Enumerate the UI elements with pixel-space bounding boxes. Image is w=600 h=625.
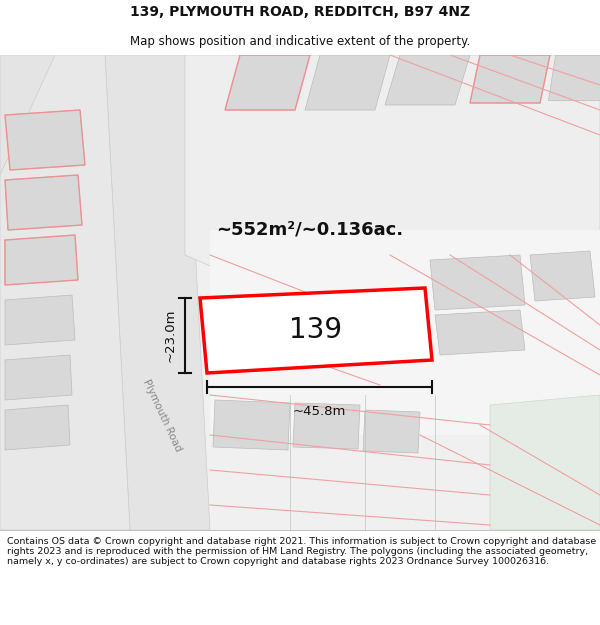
Polygon shape <box>363 410 420 453</box>
Polygon shape <box>185 55 600 305</box>
Polygon shape <box>430 255 525 310</box>
Polygon shape <box>435 310 525 355</box>
Text: Map shows position and indicative extent of the property.: Map shows position and indicative extent… <box>130 35 470 48</box>
Polygon shape <box>0 55 600 530</box>
Text: ~552m²/~0.136ac.: ~552m²/~0.136ac. <box>217 221 404 239</box>
Polygon shape <box>293 403 360 449</box>
Text: ~23.0m: ~23.0m <box>164 309 177 362</box>
Polygon shape <box>0 55 130 530</box>
Polygon shape <box>5 405 70 450</box>
Polygon shape <box>385 55 470 105</box>
Text: 139, PLYMOUTH ROAD, REDDITCH, B97 4NZ: 139, PLYMOUTH ROAD, REDDITCH, B97 4NZ <box>130 5 470 19</box>
Polygon shape <box>210 230 600 435</box>
Polygon shape <box>105 55 210 530</box>
Polygon shape <box>5 110 85 170</box>
Polygon shape <box>548 55 600 100</box>
Polygon shape <box>5 235 78 285</box>
Polygon shape <box>5 295 75 345</box>
Polygon shape <box>5 355 72 400</box>
Text: Contains OS data © Crown copyright and database right 2021. This information is : Contains OS data © Crown copyright and d… <box>7 537 596 566</box>
Text: Plymouth Road: Plymouth Road <box>141 378 183 452</box>
Polygon shape <box>530 251 595 301</box>
Polygon shape <box>305 55 390 110</box>
Polygon shape <box>490 395 600 530</box>
Polygon shape <box>470 55 550 103</box>
Polygon shape <box>0 55 55 175</box>
Polygon shape <box>200 288 432 373</box>
Polygon shape <box>5 175 82 230</box>
Text: ~45.8m: ~45.8m <box>293 405 346 418</box>
Polygon shape <box>225 55 310 110</box>
Polygon shape <box>213 400 290 450</box>
Text: 139: 139 <box>289 316 343 344</box>
